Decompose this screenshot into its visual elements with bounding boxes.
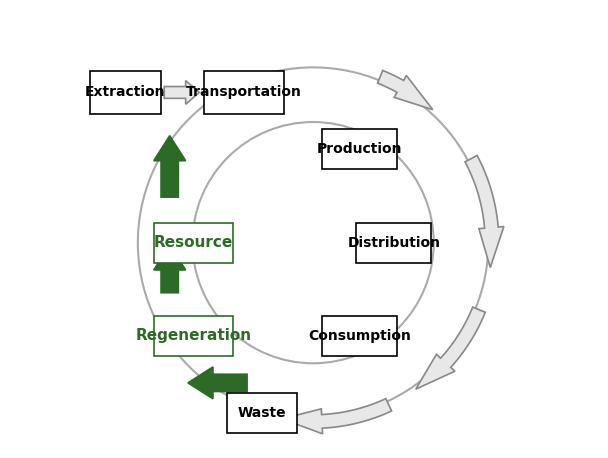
FancyBboxPatch shape: [322, 129, 397, 169]
Text: Resource: Resource: [154, 235, 233, 250]
FancyBboxPatch shape: [204, 71, 283, 114]
Text: Consumption: Consumption: [308, 329, 411, 343]
FancyBboxPatch shape: [154, 316, 233, 356]
Text: Extraction: Extraction: [85, 86, 165, 99]
FancyBboxPatch shape: [322, 316, 397, 356]
Polygon shape: [154, 136, 185, 197]
Polygon shape: [282, 398, 392, 434]
Polygon shape: [416, 307, 485, 389]
FancyBboxPatch shape: [90, 71, 161, 114]
Polygon shape: [465, 155, 504, 267]
Text: Waste: Waste: [238, 406, 286, 420]
FancyBboxPatch shape: [356, 223, 432, 263]
Text: Distribution: Distribution: [347, 236, 440, 250]
FancyBboxPatch shape: [227, 393, 297, 433]
Text: Regeneration: Regeneration: [136, 328, 252, 344]
Text: Production: Production: [317, 142, 402, 156]
Polygon shape: [154, 245, 185, 293]
Polygon shape: [378, 71, 433, 110]
Polygon shape: [188, 367, 247, 399]
Text: Transportation: Transportation: [186, 86, 302, 99]
Polygon shape: [164, 81, 199, 104]
FancyBboxPatch shape: [154, 223, 233, 263]
